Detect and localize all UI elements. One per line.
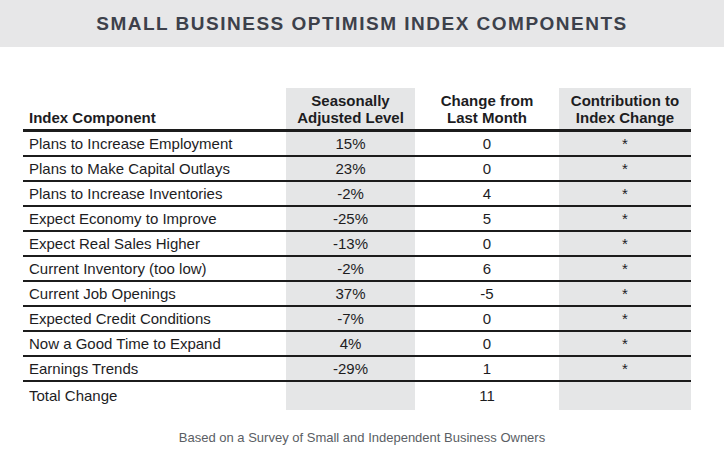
cell-change: 11 — [415, 382, 559, 410]
cell-contribution: * — [559, 232, 691, 255]
page-title: SMALL BUSINESS OPTIMISM INDEX COMPONENTS — [96, 13, 628, 35]
cell-component: Plans to Increase Employment — [23, 132, 286, 155]
table-total-row: Total Change 11 — [23, 382, 691, 410]
cell-level: -25% — [286, 207, 415, 230]
cell-component: Current Inventory (too low) — [23, 257, 286, 280]
cell-level: -29% — [286, 357, 415, 380]
cell-change: 5 — [415, 207, 559, 230]
cell-level: -2% — [286, 257, 415, 280]
cell-change: 0 — [415, 332, 559, 355]
cell-change: 6 — [415, 257, 559, 280]
cell-contribution: * — [559, 357, 691, 380]
cell-component: Expect Economy to Improve — [23, 207, 286, 230]
title-bar: SMALL BUSINESS OPTIMISM INDEX COMPONENTS — [0, 0, 724, 47]
cell-component: Expect Real Sales Higher — [23, 232, 286, 255]
header-contribution-to-index-change: Contribution to Index Change — [559, 88, 691, 129]
cell-component: Current Job Openings — [23, 282, 286, 305]
cell-component: Plans to Increase Inventories — [23, 182, 286, 205]
table-row: Current Inventory (too low) -2% 6 * — [23, 257, 691, 282]
cell-level — [286, 382, 415, 410]
cell-contribution: * — [559, 332, 691, 355]
header-change-from-last-month: Change from Last Month — [415, 88, 559, 129]
table-row: Plans to Increase Inventories -2% 4 * — [23, 182, 691, 207]
cell-level: -2% — [286, 182, 415, 205]
cell-level: 4% — [286, 332, 415, 355]
cell-component: Now a Good Time to Expand — [23, 332, 286, 355]
table-row: Current Job Openings 37% -5 * — [23, 282, 691, 307]
header-index-component: Index Component — [23, 88, 286, 129]
cell-contribution: * — [559, 132, 691, 155]
table-row: Expected Credit Conditions -7% 0 * — [23, 307, 691, 332]
cell-level: 23% — [286, 157, 415, 180]
cell-level: -7% — [286, 307, 415, 330]
cell-contribution: * — [559, 257, 691, 280]
cell-level: -13% — [286, 232, 415, 255]
cell-change: 0 — [415, 232, 559, 255]
cell-change: 1 — [415, 357, 559, 380]
cell-contribution: * — [559, 307, 691, 330]
cell-level: 15% — [286, 132, 415, 155]
cell-component: Plans to Make Capital Outlays — [23, 157, 286, 180]
cell-contribution: * — [559, 207, 691, 230]
optimism-components-table: Index Component Seasonally Adjusted Leve… — [23, 88, 691, 410]
table-row: Plans to Increase Employment 15% 0 * — [23, 132, 691, 157]
header-seasonally-adjusted-level: Seasonally Adjusted Level — [286, 88, 415, 129]
cell-component: Total Change — [23, 382, 286, 410]
cell-change: -5 — [415, 282, 559, 305]
table-header-row: Index Component Seasonally Adjusted Leve… — [23, 88, 691, 132]
table-row: Expect Real Sales Higher -13% 0 * — [23, 232, 691, 257]
table-row: Earnings Trends -29% 1 * — [23, 357, 691, 382]
table-row: Now a Good Time to Expand 4% 0 * — [23, 332, 691, 357]
cell-contribution: * — [559, 182, 691, 205]
cell-component: Earnings Trends — [23, 357, 286, 380]
table-row: Plans to Make Capital Outlays 23% 0 * — [23, 157, 691, 182]
cell-change: 0 — [415, 307, 559, 330]
source-note: Based on a Survey of Small and Independe… — [0, 430, 724, 445]
cell-level: 37% — [286, 282, 415, 305]
cell-change: 4 — [415, 182, 559, 205]
cell-contribution: * — [559, 282, 691, 305]
table-row: Expect Economy to Improve -25% 5 * — [23, 207, 691, 232]
cell-component: Expected Credit Conditions — [23, 307, 286, 330]
cell-change: 0 — [415, 157, 559, 180]
cell-contribution: * — [559, 157, 691, 180]
cell-contribution — [559, 382, 691, 410]
cell-change: 0 — [415, 132, 559, 155]
